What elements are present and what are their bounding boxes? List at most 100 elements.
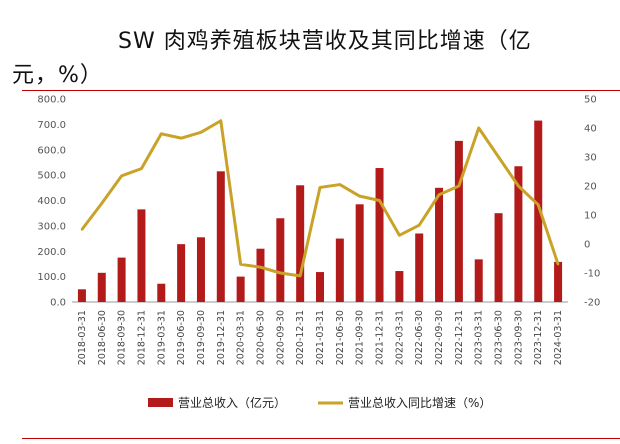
right-tick-label: 10	[584, 211, 597, 222]
x-tick-label: 2022-06-30	[414, 310, 425, 365]
revenue-bar	[375, 168, 384, 302]
growth-point	[457, 184, 461, 188]
x-tick-label: 2023-03-31	[474, 310, 485, 365]
left-tick-label: 600.0	[37, 145, 66, 156]
growth-point	[497, 155, 500, 159]
x-tick-label: 2022-12-31	[454, 310, 465, 365]
right-tick-label: -20	[584, 298, 600, 309]
revenue-bar	[474, 259, 483, 302]
growth-line	[80, 119, 560, 278]
growth-point	[120, 174, 123, 178]
growth-point	[179, 136, 183, 140]
legend-label-revenue: 营业总收入（亿元）	[178, 395, 286, 410]
x-tick-label: 2018-06-30	[97, 310, 108, 365]
growth-point	[477, 126, 480, 130]
right-axis: -20 -10 0 10 20 30 40 50	[584, 95, 600, 309]
x-tick-label: 2018-03-31	[77, 310, 88, 365]
right-tick-label: 0	[584, 240, 590, 251]
x-tick-label: 2024-03-31	[553, 310, 564, 365]
growth-point	[318, 186, 322, 189]
x-tick-label: 2021-09-30	[355, 310, 366, 365]
revenue-bar	[395, 271, 404, 302]
bar-series	[77, 120, 563, 302]
x-tick-label: 2020-06-30	[255, 310, 266, 365]
growth-point	[80, 228, 84, 231]
growth-point	[219, 119, 222, 122]
left-tick-label: 500.0	[37, 171, 66, 182]
x-tick-label: 2021-06-30	[335, 310, 346, 365]
revenue-bar	[97, 272, 106, 302]
x-tick-label: 2018-09-30	[117, 310, 128, 365]
growth-point	[259, 266, 262, 269]
left-tick-label: 300.0	[37, 221, 66, 232]
chart-title-line2: 元，%）	[12, 63, 103, 88]
growth-point	[100, 202, 103, 205]
left-tick-label: 100.0	[37, 272, 66, 283]
left-tick-label: 400.0	[37, 196, 66, 207]
growth-point	[398, 234, 401, 237]
right-tick-label: 50	[584, 95, 597, 106]
x-tick-label: 2019-06-30	[176, 310, 187, 365]
right-tick-label: 20	[584, 182, 597, 193]
revenue-bar	[355, 204, 364, 302]
revenue-bar	[236, 276, 245, 302]
revenue-bar	[435, 187, 444, 302]
top-rule	[22, 90, 620, 91]
growth-point	[418, 223, 421, 227]
right-tick-label: -10	[584, 269, 600, 280]
x-tick-label: 2021-12-31	[375, 310, 386, 365]
x-tick-label: 2021-03-31	[315, 310, 326, 365]
x-tick-label: 2020-12-31	[295, 310, 306, 365]
legend-label-growth: 营业总收入同比增速（%）	[348, 396, 491, 410]
revenue-bar	[296, 185, 305, 302]
revenue-bar	[335, 238, 344, 302]
growth-point	[160, 132, 163, 135]
x-tick-label: 2022-09-30	[434, 310, 445, 365]
right-tick-label: 30	[584, 153, 597, 164]
revenue-bar	[177, 244, 186, 302]
left-tick-label: 700.0	[37, 120, 66, 131]
left-tick-label: 800.0	[37, 95, 66, 106]
revenue-bar	[157, 283, 166, 302]
x-axis: 2018-03-31 2018-06-30 2018-09-30 2018-12-31…	[72, 301, 568, 365]
growth-point	[338, 183, 342, 186]
left-tick-label: 0.0	[50, 298, 66, 309]
growth-point	[199, 131, 203, 134]
revenue-bar	[137, 209, 146, 302]
growth-point	[437, 193, 441, 196]
x-tick-label: 2019-12-31	[216, 310, 227, 365]
right-tick-label: 40	[584, 124, 597, 135]
growth-point	[537, 203, 540, 207]
revenue-bar	[494, 213, 503, 302]
x-tick-label: 2019-03-31	[156, 310, 167, 365]
growth-point	[517, 184, 520, 188]
growth-point	[556, 263, 560, 266]
growth-point	[279, 271, 282, 275]
legend: 营业总收入（亿元） 营业总收入同比增速（%）	[148, 395, 491, 410]
revenue-bar	[216, 171, 225, 302]
x-tick-label: 2022-03-31	[394, 310, 405, 365]
x-tick-label: 2018-12-31	[136, 310, 147, 365]
revenue-bar	[276, 218, 285, 302]
revenue-bar	[514, 166, 523, 302]
growth-point	[298, 274, 302, 278]
x-tick-label: 2023-12-31	[533, 310, 544, 365]
revenue-bar	[77, 289, 86, 302]
growth-point	[378, 199, 381, 202]
revenue-bar	[454, 140, 463, 302]
left-tick-label: 200.0	[37, 247, 66, 258]
chart-title: SW 肉鸡养殖板块营收及其同比增速（亿 元，%）	[0, 0, 620, 88]
x-tick-label: 2020-09-30	[275, 310, 286, 365]
left-axis: 0.0 100.0 200.0 300.0 400.0 500.0 600.0 700.0 80…	[37, 95, 66, 309]
growth-point	[239, 263, 242, 266]
growth-point	[358, 194, 361, 198]
revenue-bar	[534, 120, 543, 302]
revenue-bar	[196, 237, 205, 302]
revenue-bar	[316, 272, 324, 302]
revenue-bar	[554, 261, 563, 302]
revenue-bar	[117, 257, 126, 302]
x-tick-label: 2023-06-30	[494, 310, 505, 365]
legend-swatch-revenue	[148, 398, 173, 407]
x-tick-label: 2023-09-30	[513, 310, 524, 365]
